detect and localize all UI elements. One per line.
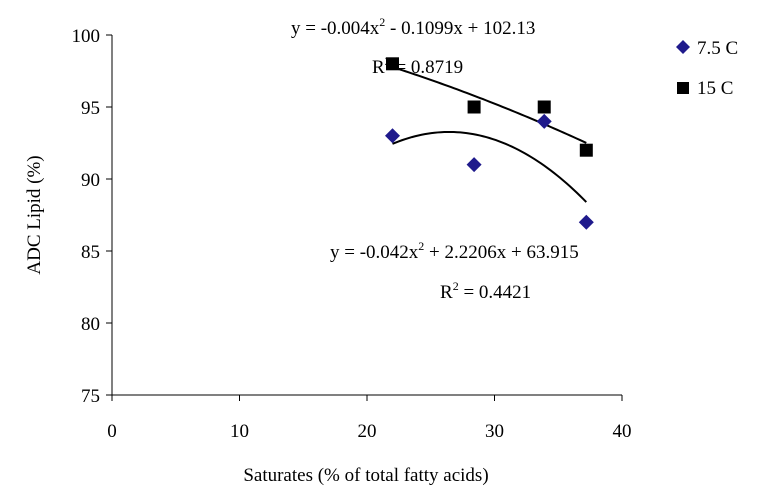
data-points: [385, 57, 594, 230]
r2-15c-prefix: R: [372, 57, 385, 78]
r2-7-5c-prefix: R: [440, 282, 453, 303]
point-15c: [579, 143, 593, 157]
y-tick-label: 75: [81, 386, 100, 407]
x-axis-ticks: 0 10 20 30 40: [107, 395, 632, 442]
x-axis-title: Saturates (% of total fatty acids): [243, 465, 488, 486]
x-tick-label: 10: [230, 421, 249, 442]
r2-7-5c-suffix: = 0.4421: [459, 282, 531, 303]
x-tick-label: 40: [613, 421, 632, 442]
r2-15c-suffix: = 0.8719: [391, 57, 463, 78]
equation-7-5c: y = -0.042x2 + 2.2206x + 63.915 R2 = 0.4…: [330, 239, 579, 303]
svg-text:R2 = 0.4421: R2 = 0.4421: [440, 279, 531, 303]
point-15c: [537, 100, 551, 114]
y-axis-title: ADC Lipid (%): [24, 155, 45, 274]
equation-7-5c-prefix: y = -0.042x: [330, 242, 419, 263]
legend-label-7-5c: 7.5 C: [697, 38, 738, 59]
legend-label-15c: 15 C: [697, 78, 733, 99]
r2-7-5c-exp: 2: [453, 279, 459, 293]
point-7-5c: [466, 157, 482, 173]
svg-text:y = -0.004x2 - 0.1099x + 102.1: y = -0.004x2 - 0.1099x + 102.13: [291, 15, 535, 39]
legend-item-15c: 15 C: [677, 78, 733, 99]
equation-15c-prefix: y = -0.004x: [291, 18, 380, 39]
y-tick-label: 80: [81, 314, 100, 335]
x-tick-label: 30: [485, 421, 504, 442]
equation-15c-suffix: - 0.1099x + 102.13: [385, 18, 535, 39]
legend-marker-diamond: [676, 40, 690, 54]
y-tick-label: 95: [81, 98, 100, 119]
trendlines: [392, 66, 588, 203]
equation-7-5c-exp: 2: [418, 239, 424, 253]
trendline-15c: [392, 66, 587, 144]
y-tick-label: 90: [81, 170, 100, 191]
trendline-7-5c: [392, 130, 588, 203]
y-tick-label: 100: [72, 26, 101, 47]
equation-15c: y = -0.004x2 - 0.1099x + 102.13 R2 = 0.8…: [291, 15, 535, 78]
legend-item-7-5c: 7.5 C: [676, 38, 738, 59]
legend-marker-square: [677, 82, 689, 94]
legend: 7.5 C 15 C: [676, 38, 738, 99]
point-7-5c: [536, 113, 552, 129]
point-15c: [467, 100, 481, 114]
svg-text:y = -0.042x2 + 2.2206x + 63.91: y = -0.042x2 + 2.2206x + 63.915: [330, 239, 579, 263]
point-7-5c: [385, 128, 400, 144]
svg-text:R2 = 0.8719: R2 = 0.8719: [372, 54, 463, 78]
r2-15c-exp: 2: [385, 54, 391, 68]
y-tick-label: 85: [81, 242, 100, 263]
equation-7-5c-suffix: + 2.2206x + 63.915: [424, 242, 578, 263]
x-tick-label: 0: [107, 421, 117, 442]
point-15c: [386, 57, 399, 71]
point-7-5c: [578, 214, 594, 230]
plot-area: 75 80 85 90 95 100 0 10 20 30 40: [72, 26, 632, 442]
equation-15c-exp: 2: [379, 15, 385, 29]
x-tick-label: 20: [358, 421, 377, 442]
y-axis-ticks: 75 80 85 90 95 100: [72, 26, 112, 407]
